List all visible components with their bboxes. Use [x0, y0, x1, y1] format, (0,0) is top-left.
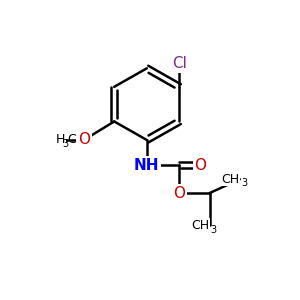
Text: C: C: [67, 134, 76, 146]
Text: NH: NH: [134, 158, 160, 173]
Text: CH: CH: [191, 219, 210, 232]
Text: H: H: [56, 134, 65, 146]
Text: 3: 3: [241, 178, 247, 188]
Text: Cl: Cl: [172, 56, 187, 71]
Text: 3: 3: [62, 139, 68, 149]
Text: O: O: [173, 186, 185, 201]
Text: O: O: [78, 132, 90, 147]
Text: O: O: [194, 158, 206, 173]
Text: CH: CH: [222, 173, 240, 186]
Text: 3: 3: [211, 225, 217, 235]
